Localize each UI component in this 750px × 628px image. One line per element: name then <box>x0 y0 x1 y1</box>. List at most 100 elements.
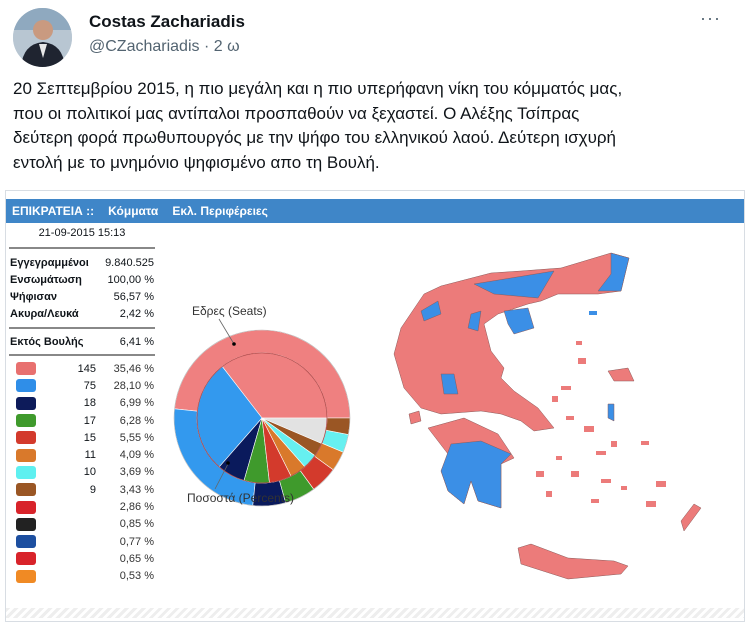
party-logo-icon <box>16 569 36 583</box>
party-row[interactable]: 10 3,69 % <box>6 464 158 481</box>
outer-ring-border <box>173 329 351 507</box>
avatar[interactable] <box>13 8 72 67</box>
koinonia-logo-icon <box>16 552 36 566</box>
anel-logo-icon <box>16 465 36 479</box>
stat-row: Εγγεγραμμένοι 9.840.525 <box>6 255 158 272</box>
seats-leader-line <box>218 318 235 345</box>
avatar-photo <box>13 8 72 67</box>
seats-label: Εδρες (Seats) <box>192 304 267 318</box>
stat-row: Ψήφισαν 56,57 % <box>6 289 158 306</box>
party-percent: 0,77 % <box>119 535 154 548</box>
party-seats: 9 <box>89 483 96 496</box>
stat-label: Ψήφισαν <box>10 291 57 303</box>
author-handle[interactable]: @CZachariadis · 2 ω <box>89 38 240 55</box>
stat-label: Εγγεγραμμένοι <box>10 257 89 269</box>
inner-ring-border <box>196 352 328 484</box>
results-nav-bar: ΕΠΙΚΡΑΤΕΙΑ :: Κόμματα Εκλ. Περιφέρειες <box>6 199 744 223</box>
island-region <box>646 501 656 507</box>
lesvos-region <box>607 367 635 382</box>
evrytania-nd-region <box>440 373 459 395</box>
election-results-image[interactable]: ΕΠΙΚΡΑΤΕΙΑ :: Κόμματα Εκλ. Περιφέρειες 21-… <box>5 190 745 622</box>
divider <box>9 327 155 329</box>
party-percent: 0,65 % <box>119 552 154 565</box>
percents-label: Ποσοστά (Percents) <box>187 491 294 505</box>
island-region <box>601 479 611 483</box>
stat-value: 2,42 % <box>119 308 154 320</box>
party-row[interactable]: 17 6,28 % <box>6 412 158 429</box>
rhodes-region <box>680 503 702 532</box>
party-seats: 75 <box>83 379 96 392</box>
nd-logo-icon <box>16 379 36 393</box>
percents-leader-line <box>214 463 229 490</box>
stat-label: Εκτός Βουλής <box>10 336 84 348</box>
greece-map <box>393 252 702 580</box>
island-region <box>536 471 544 477</box>
party-percent: 35,46 % <box>113 362 154 375</box>
seats-marker <box>232 342 236 346</box>
stat-value: 9.840.525 <box>105 257 154 269</box>
island-region <box>641 441 649 445</box>
kke-logo-icon <box>16 431 36 445</box>
tweet-line: εντολή με το μνημόνιο ψηφισμένο απο τη Β… <box>13 152 380 172</box>
island-region <box>589 311 597 315</box>
party-row[interactable]: 145 35,46 % <box>6 360 158 377</box>
island-region <box>584 426 594 432</box>
party-row[interactable]: 75 28,10 % <box>6 377 158 394</box>
party-percent: 28,10 % <box>113 379 154 392</box>
tweet-text: 20 Σεπτεμβρίου 2015, η πιο μεγάλη και η … <box>13 77 738 175</box>
island-region <box>578 358 586 364</box>
party-seats: 10 <box>83 466 96 479</box>
more-horizontal-icon[interactable]: ··· <box>700 8 721 28</box>
peloponnese-nd-region <box>440 440 512 509</box>
evros-nd-region <box>597 252 630 292</box>
party-percent: 6,99 % <box>119 397 154 410</box>
island-region <box>596 451 606 455</box>
party-row[interactable]: 0,65 % <box>6 550 158 567</box>
nav-epikrateia[interactable]: ΕΠΙΚΡΑΤΕΙΑ :: <box>12 204 95 218</box>
syriza-logo-icon <box>16 362 36 376</box>
island-region <box>591 499 599 503</box>
results-sidebar: 21-09-2015 15:13 Εγγεγραμμένοι 9.840.525 Ε… <box>6 223 158 585</box>
party-percent: 0,53 % <box>119 570 154 583</box>
party-row[interactable]: 9 3,43 % <box>6 481 158 498</box>
percents-marker <box>226 461 230 465</box>
golden-dawn-logo-icon <box>16 396 36 410</box>
island-region <box>546 491 552 497</box>
tweet-line: δεύτερη φορά πρωθυπουργός με την ψήφο το… <box>13 128 616 147</box>
kastoria-nd-region <box>420 300 442 322</box>
party-row[interactable]: 18 6,99 % <box>6 395 158 412</box>
party-percent: 5,55 % <box>119 431 154 444</box>
pasok-logo-icon <box>16 414 36 428</box>
party-row[interactable]: 0,53 % <box>6 568 158 585</box>
island-region <box>566 416 574 420</box>
author-name[interactable]: Costas Zachariadis <box>89 12 245 31</box>
antarsya-logo-icon <box>16 517 36 531</box>
island-region <box>611 441 617 447</box>
chalkidiki-nd-region <box>503 307 535 335</box>
stat-row: Ακυρα/Λευκά 2,42 % <box>6 306 158 323</box>
stat-label: Ακυρα/Λευκά <box>10 308 79 320</box>
party-row[interactable]: 2,86 % <box>6 498 158 515</box>
timestamp: 21-09-2015 15:13 <box>38 227 126 239</box>
party-row[interactable]: 0,77 % <box>6 533 158 550</box>
chios-region <box>607 403 615 422</box>
party-seats: 17 <box>83 414 96 427</box>
party-row[interactable]: 11 4,09 % <box>6 446 158 463</box>
party-row[interactable]: 15 5,55 % <box>6 429 158 446</box>
kinisi-logo-icon <box>16 535 36 549</box>
enosi-kentroon-logo-icon <box>16 483 36 497</box>
party-row[interactable]: 0,85 % <box>6 516 158 533</box>
party-seats: 145 <box>77 362 96 375</box>
chart-and-map: Εδρες (Seats) Ποσοστά (Percents) <box>173 252 702 580</box>
divider <box>9 247 155 249</box>
macedonia-nd-region <box>473 270 555 299</box>
stat-label: Ενσωμάτωση <box>10 274 82 286</box>
party-seats: 11 <box>84 449 96 462</box>
nav-parties[interactable]: Κόμματα <box>108 204 159 218</box>
footer-hatch <box>6 608 744 618</box>
stat-value: 6,41 % <box>119 336 154 348</box>
stat-value: 56,57 % <box>113 291 154 303</box>
nav-regions[interactable]: Εκλ. Περιφέρειες <box>172 204 268 218</box>
party-percent: 6,28 % <box>119 414 154 427</box>
island-region <box>552 396 558 402</box>
